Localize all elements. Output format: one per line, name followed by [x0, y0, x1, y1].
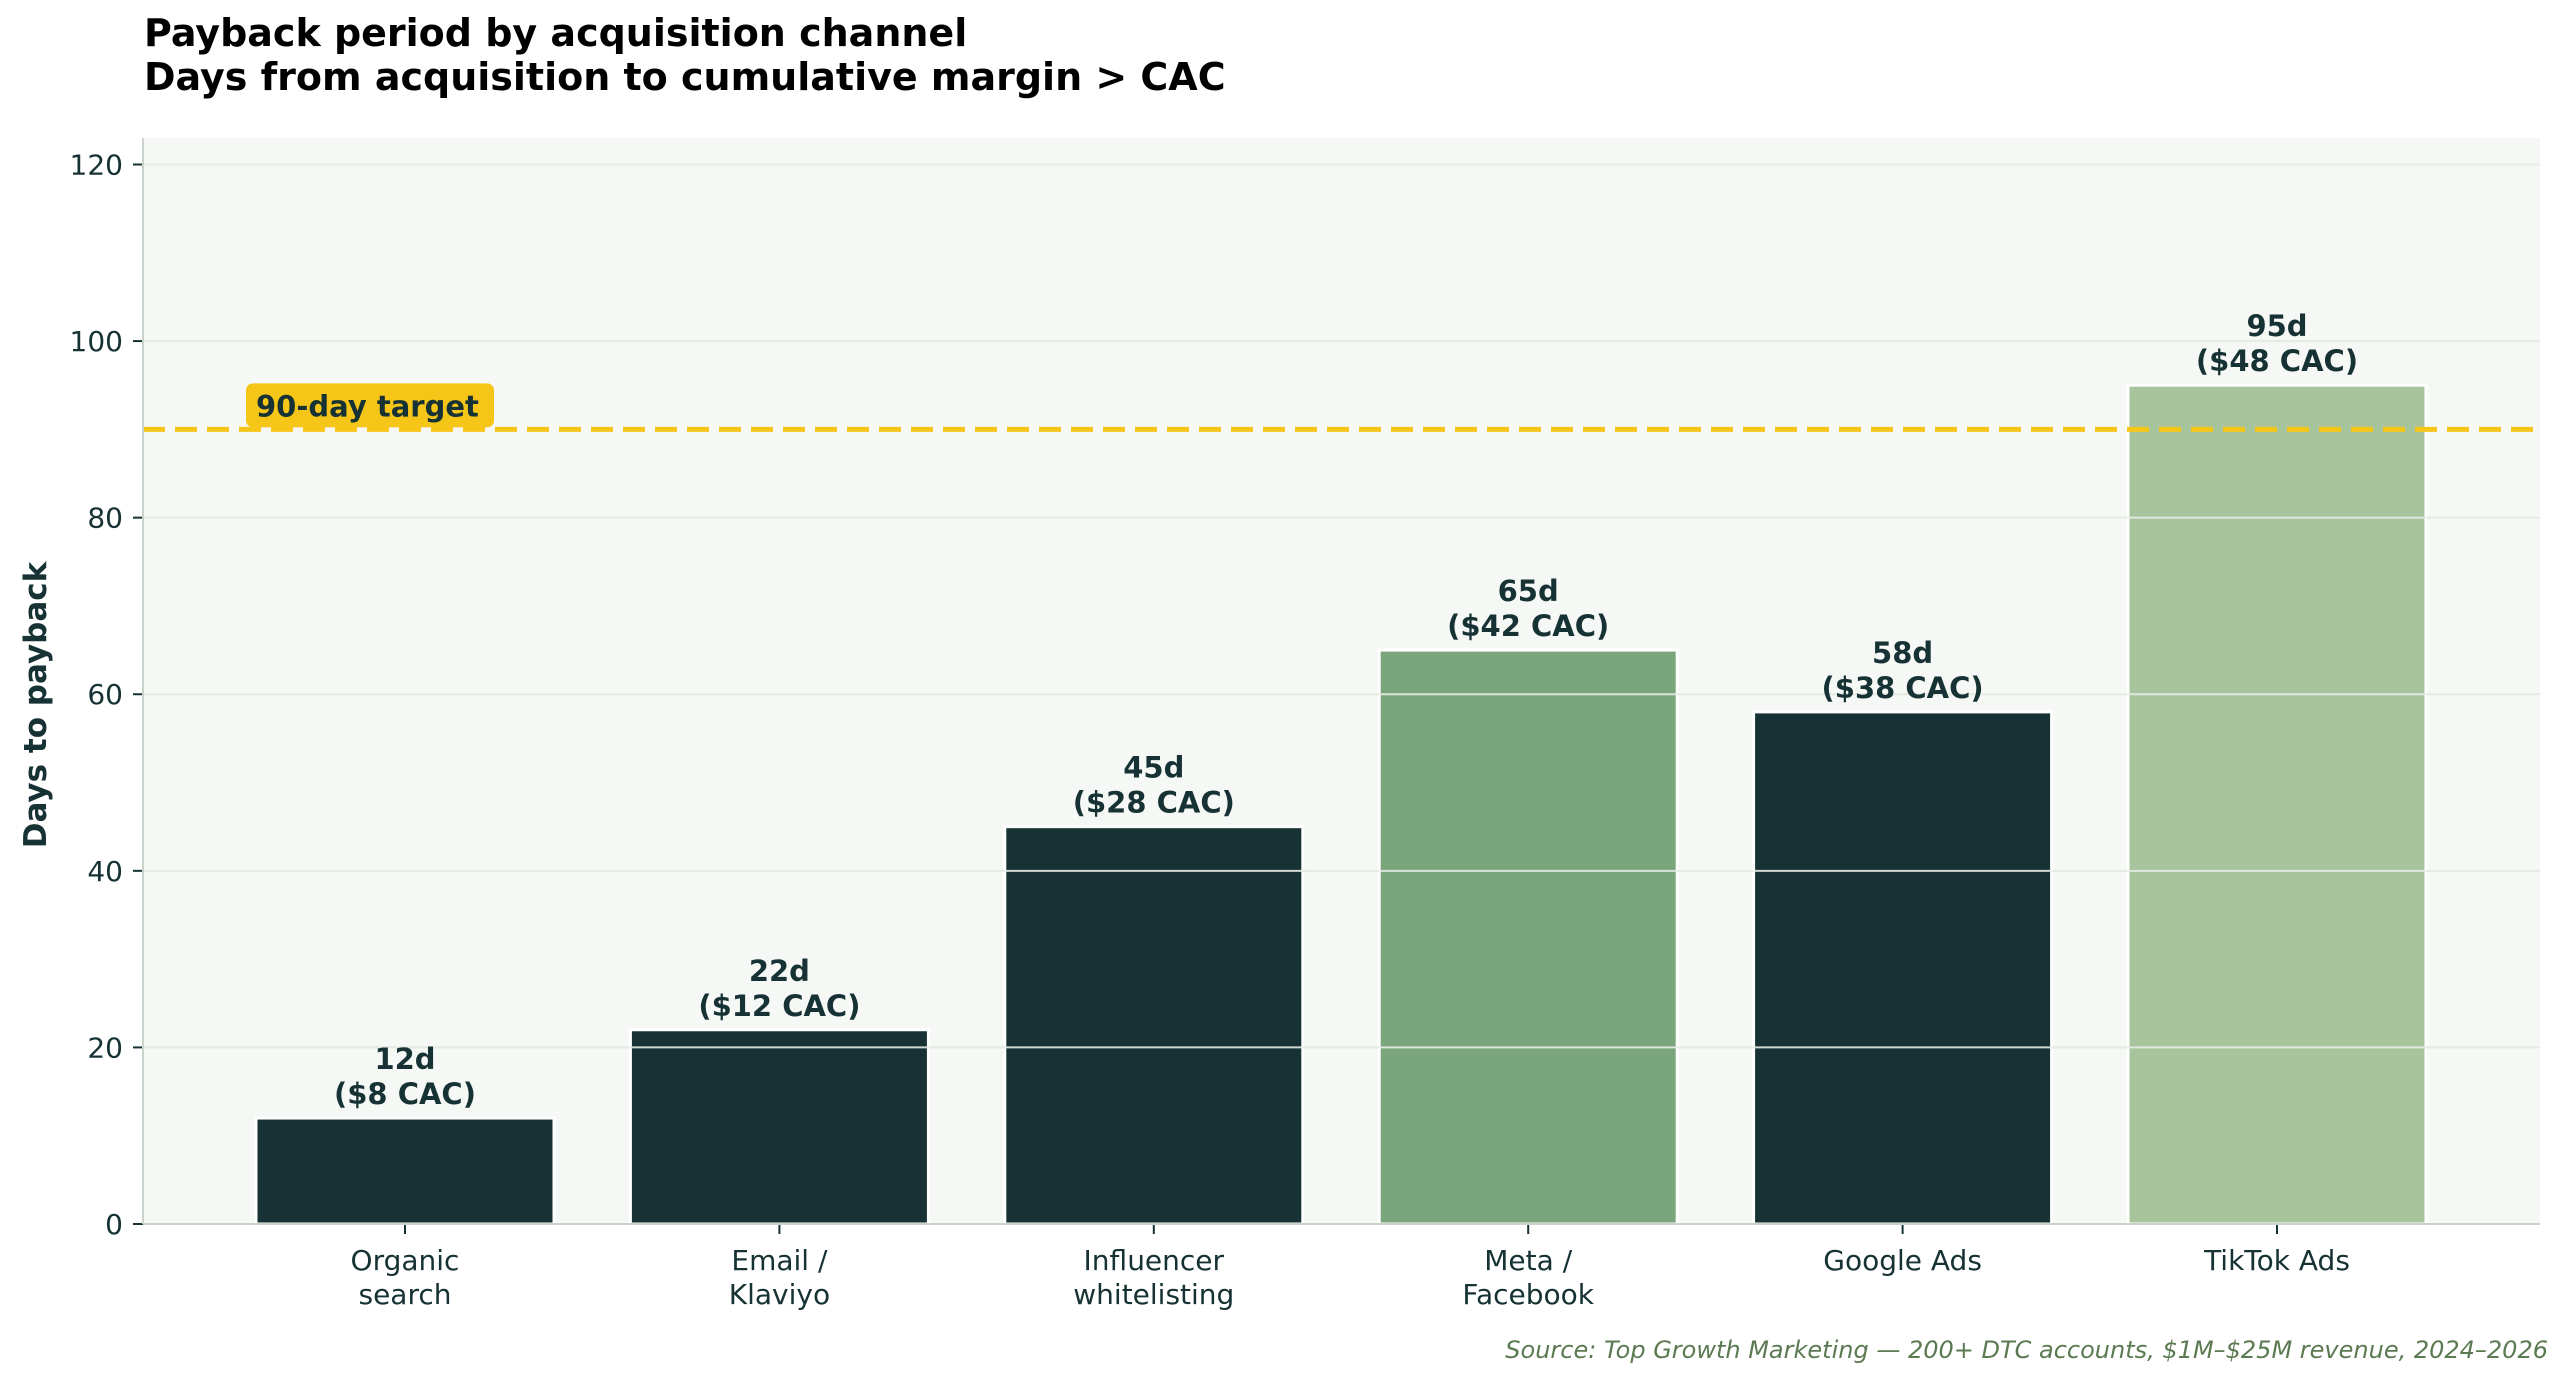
bars — [254, 383, 2428, 1226]
bar — [1003, 825, 1305, 1226]
x-tick-label: Meta / — [1484, 1244, 1572, 1277]
x-tick-label: Email / — [731, 1244, 828, 1277]
value-label: 45d — [1123, 751, 1184, 785]
y-tick-label: 20 — [87, 1031, 123, 1064]
y-tick-label: 80 — [87, 502, 123, 535]
chart-title: Payback period by acquisition channel — [144, 11, 968, 55]
cac-label: ($8 CAC) — [334, 1077, 476, 1111]
y-tick-label: 120 — [70, 148, 123, 181]
target-label: 90-day target — [256, 389, 479, 423]
x-tick-label: Klaviyo — [729, 1278, 830, 1311]
value-label: 58d — [1872, 636, 1933, 670]
value-label: 22d — [749, 954, 810, 988]
y-tick-label: 40 — [87, 855, 123, 888]
cac-label: ($12 CAC) — [698, 989, 860, 1023]
source-note: Source: Top Growth Marketing — 200+ DTC … — [1505, 1336, 2548, 1364]
bar — [1752, 710, 2054, 1226]
y-tick-label: 0 — [105, 1208, 123, 1241]
x-tick-label: Organic — [351, 1244, 460, 1277]
chart-title-block: Payback period by acquisition channel Da… — [144, 11, 1226, 99]
bar — [628, 1028, 930, 1226]
x-tick-label: TikTok Ads — [2203, 1244, 2350, 1277]
y-tick-label: 60 — [87, 678, 123, 711]
value-label: 95d — [2246, 309, 2307, 343]
value-label: 12d — [374, 1042, 435, 1076]
reference-line-group: 90-day target — [143, 383, 2540, 432]
x-tick-label: Google Ads — [1823, 1244, 1982, 1277]
y-tick-label: 100 — [70, 325, 123, 358]
x-tick-label: Facebook — [1462, 1278, 1594, 1311]
chart-subtitle: Days from acquisition to cumulative marg… — [144, 54, 1226, 99]
cac-label: ($28 CAC) — [1073, 786, 1235, 820]
bar — [2126, 383, 2428, 1226]
bar — [254, 1116, 556, 1226]
cac-label: ($42 CAC) — [1447, 609, 1609, 643]
gridlines-overlay — [143, 163, 2540, 1049]
bar — [1377, 648, 1679, 1226]
cac-label: ($38 CAC) — [1822, 671, 1984, 705]
target-label-background — [246, 383, 494, 428]
x-tick-label: Influencer — [1084, 1244, 1225, 1277]
cac-label: ($48 CAC) — [2196, 344, 2358, 378]
y-axis-label: Days to payback — [18, 560, 54, 848]
x-tick-label: search — [358, 1278, 451, 1311]
value-label: 65d — [1498, 574, 1559, 608]
x-tick-label: whitelisting — [1073, 1278, 1234, 1311]
data-labels: 12d($8 CAC)22d($12 CAC)45d($28 CAC)65d($… — [334, 309, 2358, 1111]
